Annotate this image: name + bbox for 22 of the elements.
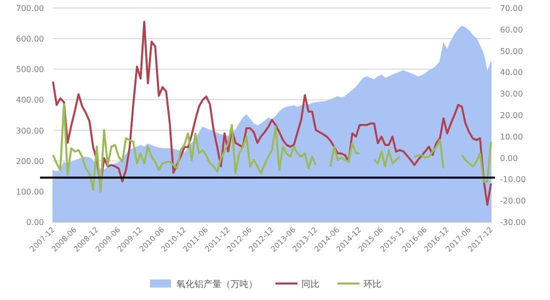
legend-label: 环比 [364, 279, 382, 290]
legend-label: 同比 [302, 279, 320, 290]
y2-tick-label: 0.00 [500, 154, 518, 163]
y2-tick-label: 50.00 [500, 46, 523, 56]
legend-label: 氧化铝产量（万吨） [176, 279, 258, 290]
y-tick-label: 700.00 [16, 4, 44, 13]
y2-tick-label: 20.00 [500, 111, 523, 120]
y2-tick-label: 60.00 [500, 25, 523, 34]
y2-tick-label: -10.00 [500, 175, 526, 184]
y2-tick-label: -20.00 [500, 196, 526, 206]
y-tick-label: 100.00 [16, 187, 44, 196]
y-tick-label: 500.00 [16, 65, 44, 74]
y2-tick-label: 70.00 [500, 4, 523, 13]
y2-tick-label: 30.00 [500, 90, 523, 99]
y-tick-label: 200.00 [16, 156, 44, 166]
y2-tick-label: 40.00 [500, 68, 523, 78]
y-tick-label: 300.00 [16, 126, 44, 136]
y-tick-label: 600.00 [16, 34, 44, 44]
y-tick-label: 0.00 [26, 218, 44, 227]
y2-tick-label: 10.00 [500, 132, 523, 142]
y2-tick-label: -30.00 [500, 218, 526, 227]
y-tick-label: 400.00 [16, 96, 44, 105]
